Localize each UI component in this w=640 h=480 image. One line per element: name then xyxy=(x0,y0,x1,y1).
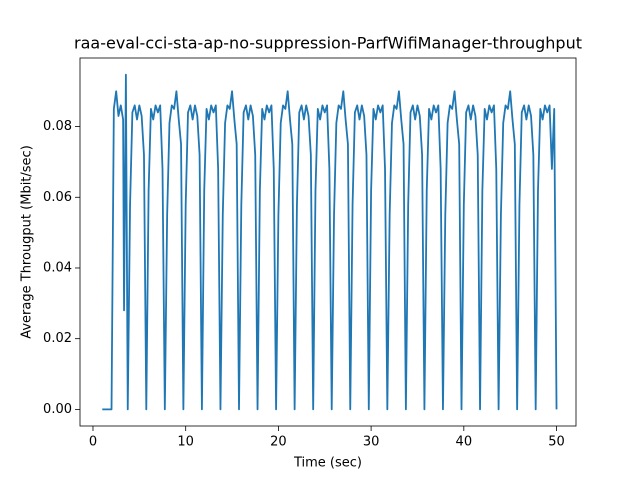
y-axis-label: Average Througput (Mbit/sec) xyxy=(20,145,35,339)
x-tick-label: 30 xyxy=(363,435,380,450)
x-axis-label: Time (sec) xyxy=(293,456,362,471)
plot-frame xyxy=(79,57,577,427)
x-tick-label: 0 xyxy=(89,435,97,450)
x-tick-label: 40 xyxy=(456,435,473,450)
y-tick-label: 0.06 xyxy=(43,190,72,205)
x-tick-label: 20 xyxy=(270,435,287,450)
x-tick-label: 50 xyxy=(548,435,565,450)
y-tick-label: 0.00 xyxy=(43,402,72,417)
x-tick-label: 10 xyxy=(177,435,194,450)
y-tick-label: 0.02 xyxy=(43,331,72,346)
y-tick-label: 0.08 xyxy=(43,119,72,134)
data-line xyxy=(102,73,558,411)
chart-title: raa-eval-cci-sta-ap-no-suppression-ParfW… xyxy=(74,34,582,53)
y-tick-label: 0.04 xyxy=(43,260,72,275)
